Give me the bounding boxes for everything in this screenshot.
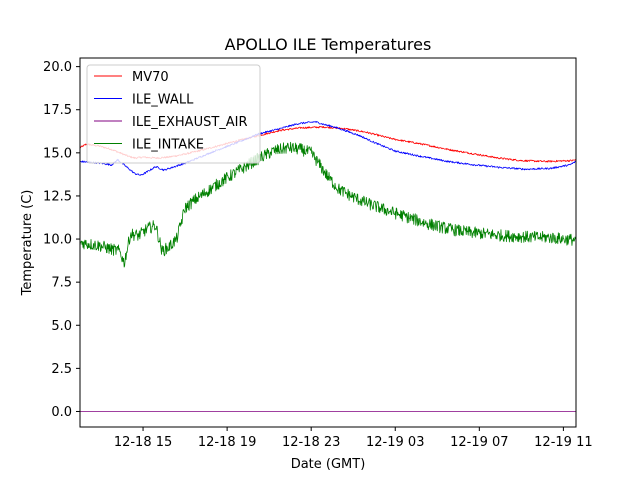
legend-label: ILE_INTAKE	[132, 138, 204, 153]
x-tick-label: 12-18 23	[282, 435, 340, 450]
x-axis-label: Date (GMT)	[291, 457, 366, 472]
series-line-ile-intake	[80, 141, 576, 268]
legend: MV70 ILE_WALL ILE_EXHAUST_AIR ILE_INTAKE	[86, 64, 261, 164]
x-axis: 12-18 15 12-18 19 12-18 23 12-19 03 12-19 07…	[114, 427, 593, 450]
y-tick-label: 20.0	[43, 60, 72, 75]
y-tick-label: 7.5	[51, 276, 72, 291]
x-tick-label: 12-19 07	[450, 435, 508, 450]
series-line-ile-wall	[80, 120, 576, 176]
y-tick-label: 5.0	[51, 319, 72, 334]
plot-area-frame	[79, 57, 577, 428]
x-tick-label: 12-18 15	[114, 435, 172, 450]
legend-box	[86, 64, 261, 164]
y-axis-label: Temperature (C)	[20, 190, 35, 297]
y-tick-label: 12.5	[43, 189, 72, 204]
y-tick-label: 17.5	[43, 103, 72, 118]
y-axis: 0.0 2.5 5.0 7.5 10.0 12.5 15.0 17.5 20.0	[43, 60, 80, 420]
y-tick-label: 0.0	[51, 405, 72, 420]
y-tick-label: 10.0	[43, 233, 72, 248]
legend-label: ILE_WALL	[132, 93, 194, 108]
x-tick-label: 12-19 11	[534, 435, 592, 450]
legend-label: MV70	[132, 70, 169, 85]
x-tick-label: 12-18 19	[198, 435, 256, 450]
y-tick-label: 15.0	[43, 146, 72, 161]
x-tick-label: 12-19 03	[366, 435, 424, 450]
legend-label: ILE_EXHAUST_AIR	[132, 115, 248, 130]
chart-title: APOLLO ILE Temperatures	[225, 35, 432, 54]
y-tick-label: 2.5	[51, 362, 72, 377]
